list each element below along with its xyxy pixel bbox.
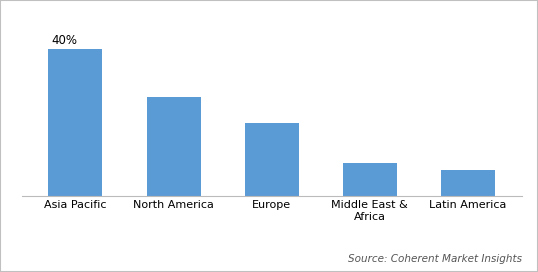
Text: Source: Coherent Market Insights: Source: Coherent Market Insights bbox=[348, 254, 522, 264]
Bar bbox=[245, 122, 299, 196]
Bar bbox=[343, 163, 397, 196]
Bar bbox=[48, 49, 102, 196]
Bar bbox=[441, 170, 495, 196]
Text: 40%: 40% bbox=[51, 34, 77, 47]
Bar bbox=[146, 97, 201, 196]
